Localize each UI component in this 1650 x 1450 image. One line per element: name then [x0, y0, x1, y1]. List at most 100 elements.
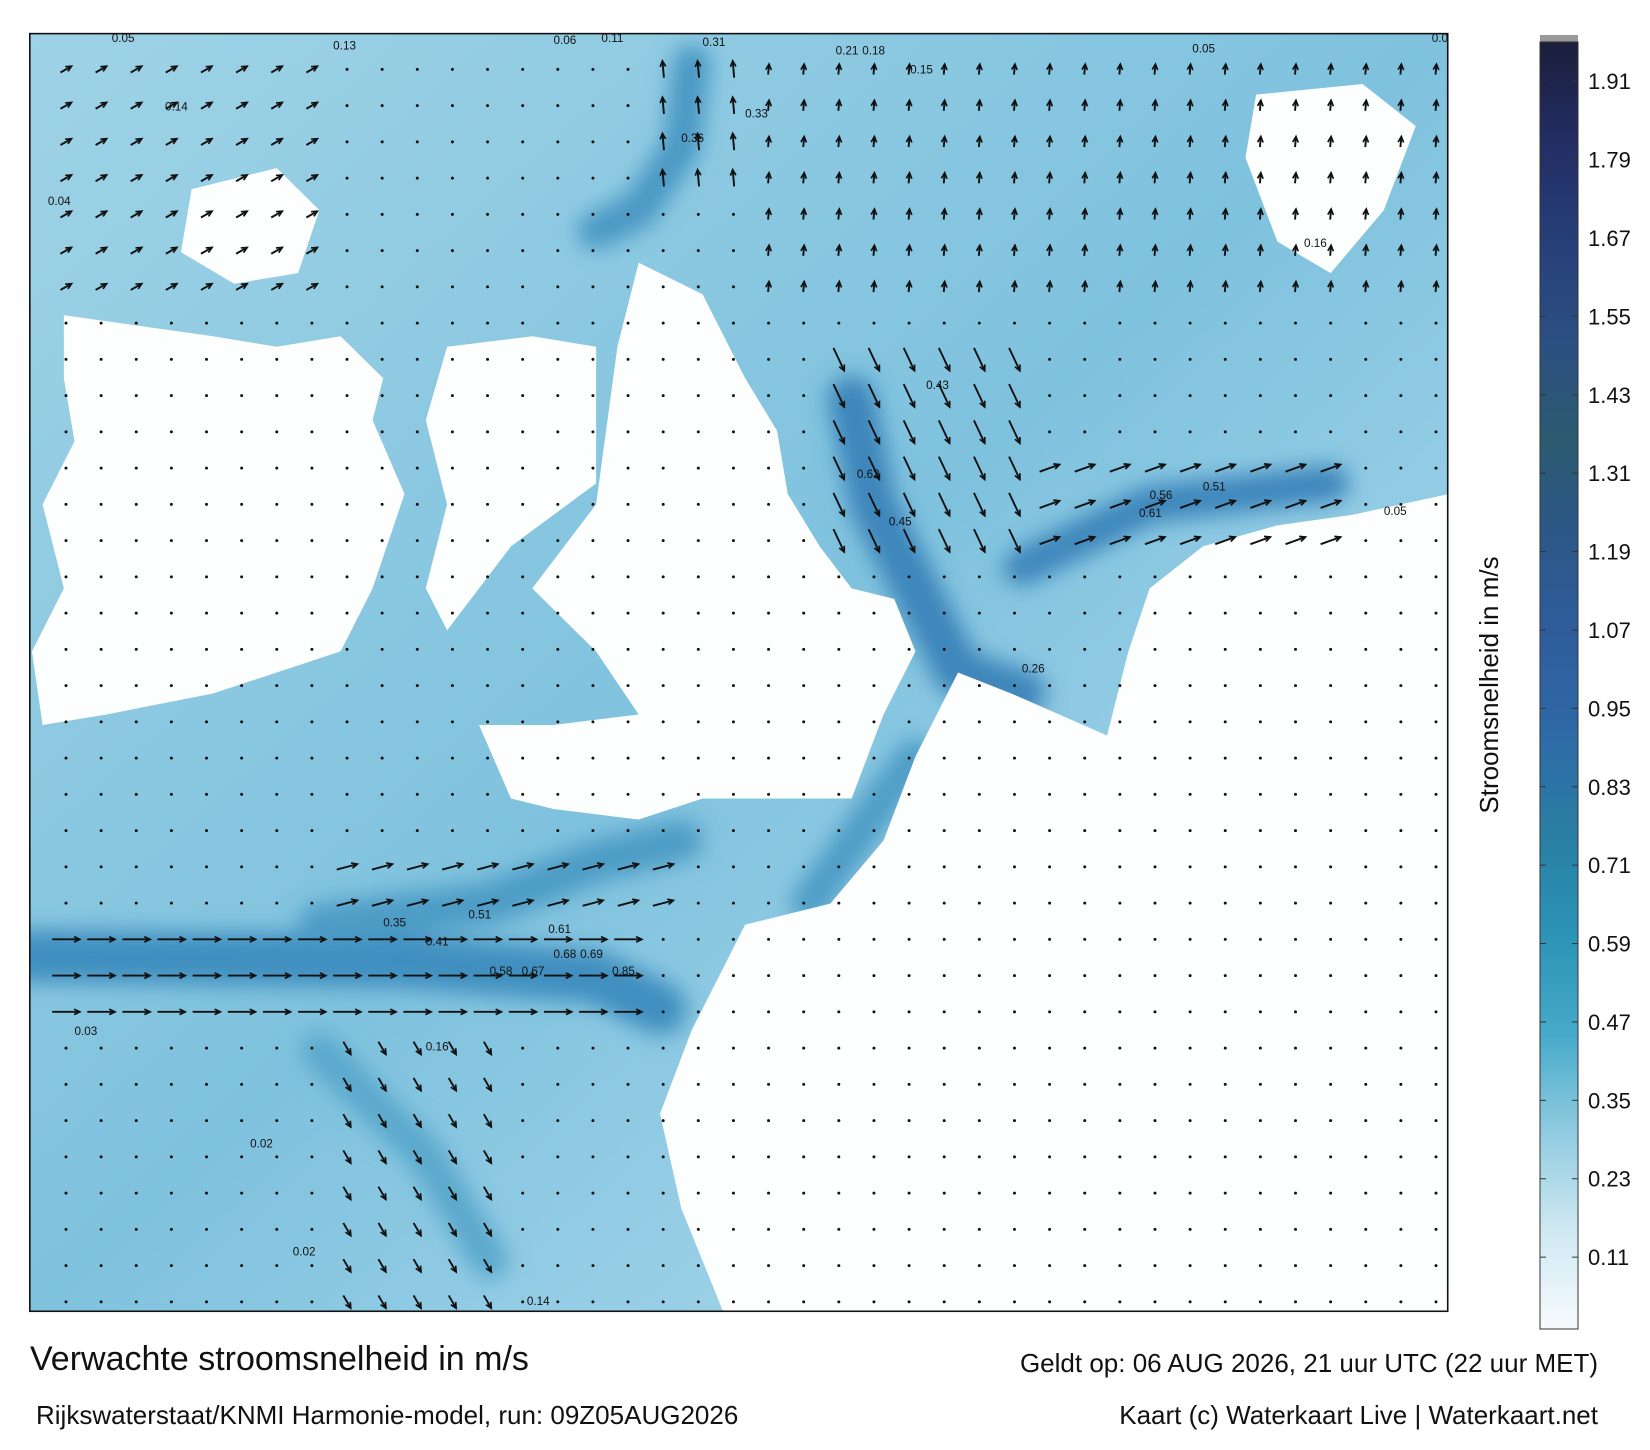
current-dot [767, 937, 771, 941]
current-dot [1083, 1300, 1087, 1304]
current-arrowhead [1299, 535, 1308, 543]
current-arrowhead [565, 935, 574, 943]
current-dot [731, 249, 735, 253]
current-dot [696, 466, 700, 470]
current-arrowhead [65, 137, 74, 145]
current-dot [521, 1155, 525, 1159]
current-arrow [1109, 463, 1131, 473]
current-label: 0.04 [48, 195, 71, 208]
current-dot [1258, 430, 1262, 434]
current-dot [696, 865, 700, 869]
current-dot [169, 756, 173, 760]
current-dot [661, 1046, 665, 1050]
current-arrowhead [596, 898, 606, 906]
current-dot [1294, 357, 1297, 361]
current-arrow [406, 899, 428, 907]
current-dot [977, 1300, 981, 1304]
current-dot [345, 647, 349, 651]
valid-time: Geldt op: 06 AUG 2026, 21 uur UTC (22 uu… [1019, 1348, 1598, 1378]
current-dot [1188, 684, 1192, 688]
current-arrowhead [870, 98, 878, 107]
current-arrowhead [170, 173, 179, 181]
current-dot [1223, 937, 1227, 941]
current-dot [802, 1300, 806, 1304]
current-dot [696, 430, 700, 434]
current-arrowhead [1081, 243, 1089, 252]
current-dot [626, 67, 630, 71]
current-arrowhead [1299, 463, 1308, 470]
current-arrowhead [1053, 463, 1062, 470]
current-dot [1434, 1046, 1438, 1050]
current-dot [64, 575, 68, 579]
current-dot [1329, 1300, 1333, 1304]
current-arrowhead [389, 935, 398, 943]
current-dot [767, 684, 771, 688]
current-arrowhead [284, 935, 293, 943]
current-dot [591, 829, 595, 833]
current-arrowhead [600, 935, 609, 943]
current-dot [1364, 357, 1368, 361]
current-dot [1012, 720, 1016, 724]
current-dot [837, 937, 841, 941]
current-arrowhead [835, 62, 843, 71]
current-arrowhead [1334, 463, 1343, 470]
current-dot [240, 1227, 244, 1231]
current-dot [1434, 502, 1438, 506]
current-dot [802, 575, 806, 579]
current-dot [556, 176, 560, 180]
current-dot [977, 1155, 981, 1159]
current-arrowhead [100, 246, 109, 254]
current-arrow [1214, 499, 1236, 509]
current-dot [837, 720, 841, 724]
current-dot [767, 1191, 771, 1195]
current-dot [1118, 394, 1122, 398]
current-dot [802, 1082, 806, 1086]
current-arrowhead [835, 279, 843, 288]
current-arrow [1320, 536, 1341, 546]
current-dot [521, 1046, 525, 1050]
current-arrow [305, 65, 318, 74]
current-dot [907, 1191, 911, 1195]
current-arrowhead [310, 210, 320, 217]
current-dot [450, 466, 454, 470]
current-arrow [447, 1258, 457, 1273]
current-arrowhead [73, 972, 82, 980]
current-label: 0.41 [426, 936, 449, 949]
current-dot [907, 974, 911, 978]
current-dot [731, 575, 735, 579]
current-dot [1399, 539, 1403, 543]
current-arrow [937, 383, 951, 408]
current-dot [345, 720, 349, 724]
current-dot [1364, 466, 1368, 470]
current-dot [556, 67, 560, 71]
current-arrowhead [1151, 98, 1159, 107]
current-dot [240, 1300, 244, 1304]
current-dot [64, 1046, 68, 1050]
current-arrowhead [905, 170, 913, 180]
current-arrow [547, 899, 569, 907]
current-dot [205, 539, 209, 543]
current-dot [696, 974, 700, 978]
current-dot [240, 1082, 244, 1086]
current-dot [1048, 575, 1052, 579]
current-dot [240, 720, 244, 724]
current-dot [1153, 1082, 1157, 1086]
current-dot [275, 865, 279, 869]
current-arrowhead [240, 65, 249, 72]
current-dot [977, 1119, 981, 1123]
current-dot [205, 647, 209, 651]
current-dot [134, 394, 138, 398]
current-vectors [52, 59, 1440, 1310]
current-dot [591, 249, 595, 253]
current-arrow [130, 246, 143, 255]
current-dot [872, 1119, 876, 1123]
current-dot [1399, 575, 1403, 579]
current-arrowhead [485, 1048, 493, 1057]
current-arrow [1320, 463, 1341, 473]
current-dot [696, 321, 700, 325]
current-dot [345, 176, 349, 180]
current-dot [907, 937, 911, 941]
current-dot [731, 1300, 735, 1304]
current-dot [99, 1119, 103, 1123]
current-dot [486, 285, 490, 289]
